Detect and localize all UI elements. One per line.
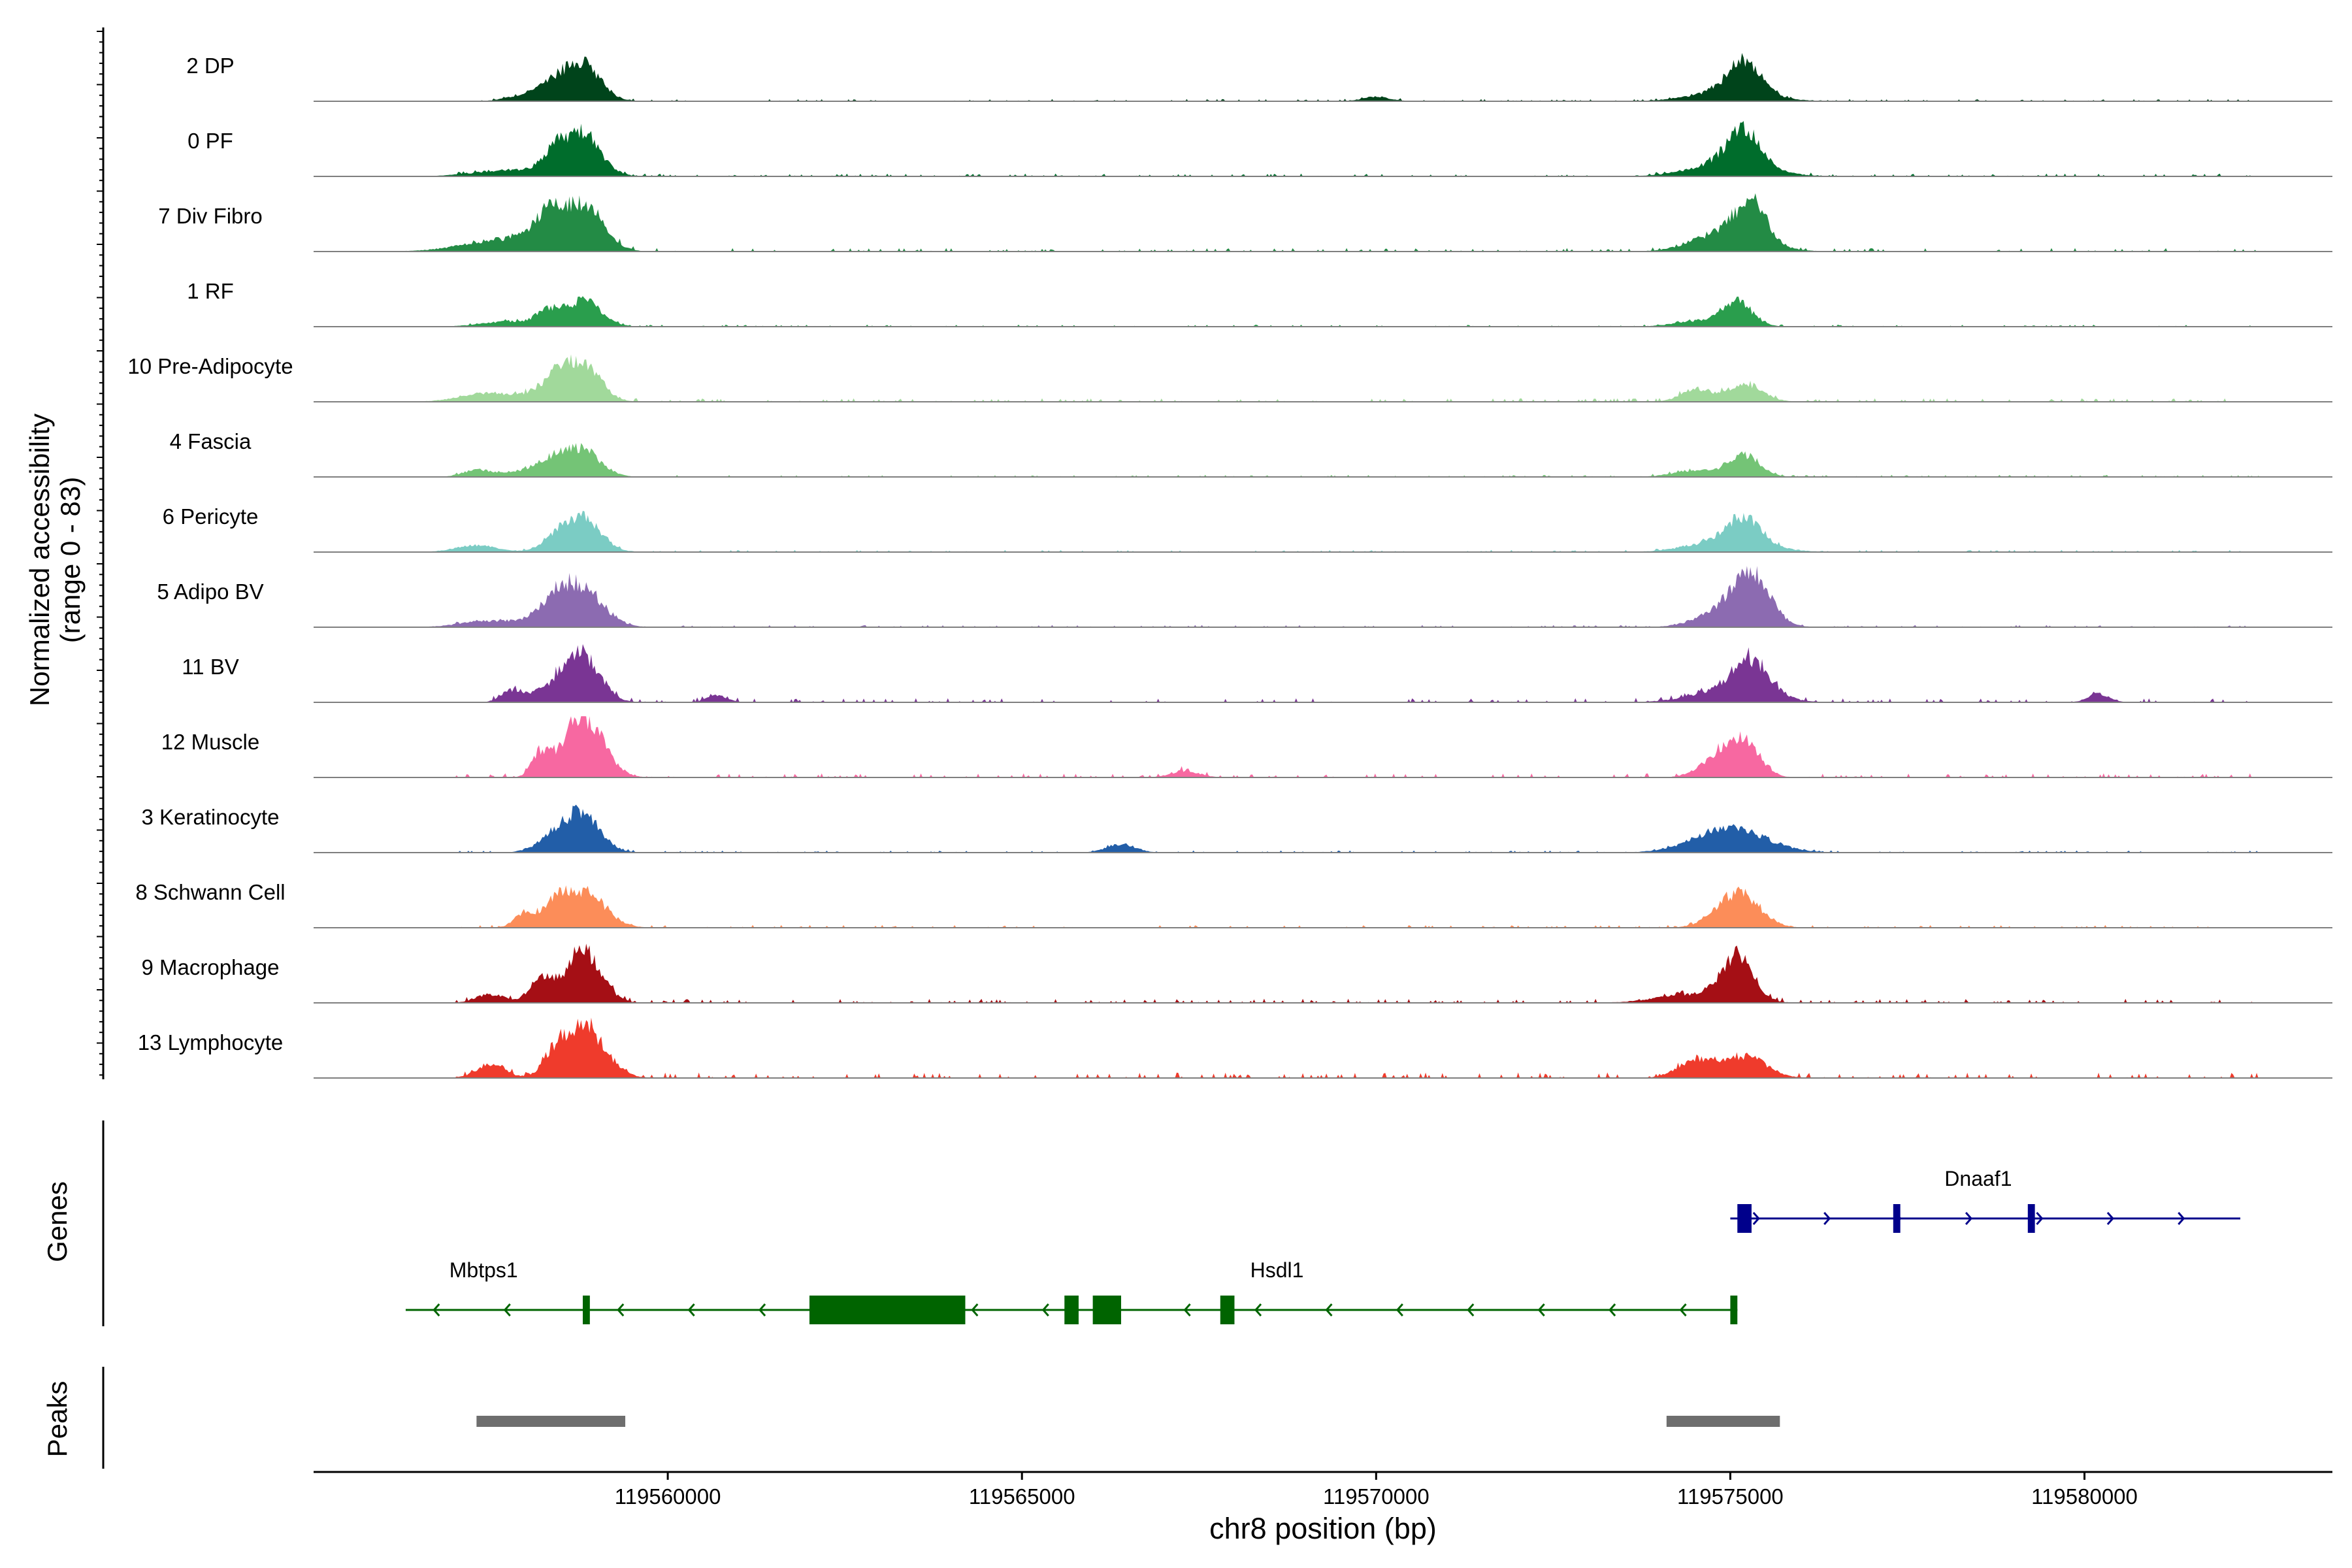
x-tick-label: 119565000: [969, 1484, 1075, 1509]
gene-name: Mbtps1: [449, 1258, 518, 1282]
gene-name: Dnaaf1: [1944, 1167, 2012, 1190]
strand-arrow: [1041, 1303, 1049, 1316]
track-label: 10 Pre-Adipocyte: [127, 354, 293, 378]
track-3: 1 RF: [187, 279, 2332, 327]
coverage-area: [314, 193, 2332, 252]
track-7: 5 Adipo BV: [157, 566, 2332, 628]
track-label: 8 Schwann Cell: [135, 880, 285, 904]
coverage-area: [314, 443, 2332, 477]
y-axis-layer: [97, 27, 105, 1469]
track-1: 0 PF: [188, 121, 2332, 177]
gene-name: Hsdl1: [1250, 1258, 1304, 1282]
axis-layer: 119560000 119565000 119570000 119575000 1195…: [314, 1471, 2332, 1509]
gene-mbtps1: Mbtps1: [405, 1258, 590, 1324]
tracks-layer: 2 DP 0 PF 7 Div Fibro 1 RF 10 Pre-Adipocyte 4…: [127, 53, 2332, 1079]
coverage-area: [314, 943, 2332, 1003]
exon: [809, 1296, 966, 1324]
coverage-area: [314, 296, 2332, 327]
coverage-area: [314, 566, 2332, 627]
track-label: 13 Lymphocyte: [138, 1030, 284, 1054]
strand-arrow: [1396, 1303, 1403, 1316]
strand-arrow: [1679, 1303, 1687, 1316]
strand-arrow: [687, 1303, 695, 1316]
peaks-label: Peaks: [42, 1381, 73, 1458]
exon: [1064, 1296, 1079, 1324]
gene-hsdl1: Hsdl1: [589, 1258, 1738, 1324]
track-label: 3 Keratinocyte: [142, 805, 280, 829]
x-tick-label: 119560000: [615, 1484, 721, 1509]
peak-region: [1666, 1416, 1780, 1427]
coverage-area: [314, 885, 2332, 928]
track-label: 5 Adipo BV: [157, 580, 263, 604]
coverage-area: [314, 53, 2332, 101]
strand-arrow: [503, 1303, 511, 1316]
strand-arrow: [433, 1303, 440, 1316]
track-12: 9 Macrophage: [142, 943, 2332, 1004]
exon: [1730, 1296, 1738, 1324]
strand-arrow: [1965, 1212, 1973, 1225]
track-11: 8 Schwann Cell: [135, 880, 2332, 928]
track-label: 7 Div Fibro: [158, 204, 263, 228]
y-axis-label-line2: (range 0 - 83): [55, 477, 86, 643]
exon: [1737, 1204, 1752, 1233]
track-label: 12 Muscle: [161, 730, 259, 754]
coverage-area: [314, 644, 2332, 702]
x-tick-label: 119575000: [1677, 1484, 1784, 1509]
y-axis-label-line1: Normalized accessibility: [24, 414, 55, 706]
track-label: 11 BV: [182, 655, 238, 679]
strand-arrow: [2106, 1212, 2114, 1225]
track-13: 13 Lymphocyte: [138, 1017, 2332, 1079]
strand-arrow: [1537, 1303, 1545, 1316]
coverage-area: [314, 354, 2332, 402]
track-8: 11 BV: [182, 644, 2332, 703]
strand-arrow: [1325, 1303, 1333, 1316]
track-0: 2 DP: [186, 53, 2332, 102]
track-label: 1 RF: [187, 279, 234, 303]
coverage-area: [314, 716, 2332, 777]
gene-dnaaf1: Dnaaf1: [1730, 1167, 2241, 1233]
strand-arrow: [1254, 1303, 1262, 1316]
track-9: 12 Muscle: [161, 716, 2332, 778]
strand-arrow: [1823, 1212, 1831, 1225]
exon: [1893, 1204, 1901, 1233]
track-6: 6 Pericyte: [163, 504, 2332, 553]
genes-layer: Mbtps1 Hsdl1 Dnaaf1: [405, 1167, 2241, 1324]
strand-arrow: [617, 1303, 625, 1316]
coverage-area: [314, 510, 2332, 552]
x-tick-label: 119570000: [1323, 1484, 1429, 1509]
x-tick-label: 119580000: [2031, 1484, 2138, 1509]
coverage-area: [314, 804, 2332, 853]
track-5: 4 Fascia: [170, 429, 2332, 478]
strand-arrow: [1183, 1303, 1191, 1316]
coverage-area: [314, 121, 2332, 176]
x-axis-label: chr8 position (bp): [1209, 1512, 1437, 1545]
track-2: 7 Div Fibro: [158, 193, 2332, 252]
track-label: 4 Fascia: [170, 429, 252, 453]
strand-arrow: [971, 1303, 979, 1316]
track-label: 9 Macrophage: [142, 955, 280, 979]
exon: [1220, 1296, 1235, 1324]
strand-arrow: [2036, 1212, 2044, 1225]
strand-arrow: [1609, 1303, 1616, 1316]
strand-arrow: [1467, 1303, 1475, 1316]
genes-label: Genes: [42, 1181, 73, 1262]
track-label: 2 DP: [186, 54, 234, 78]
strand-arrow: [2178, 1212, 2185, 1225]
coverage-area: [314, 1017, 2332, 1078]
strand-arrow: [1752, 1212, 1760, 1225]
strand-arrow: [759, 1303, 766, 1316]
exon: [583, 1296, 590, 1324]
track-4: 10 Pre-Adipocyte: [127, 354, 2332, 402]
peaks-layer: [476, 1416, 1780, 1427]
track-label: 6 Pericyte: [163, 504, 259, 529]
exon: [2027, 1204, 2035, 1233]
exon: [1092, 1296, 1121, 1324]
peak-region: [476, 1416, 626, 1427]
track-10: 3 Keratinocyte: [142, 804, 2332, 853]
track-label: 0 PF: [188, 129, 233, 153]
